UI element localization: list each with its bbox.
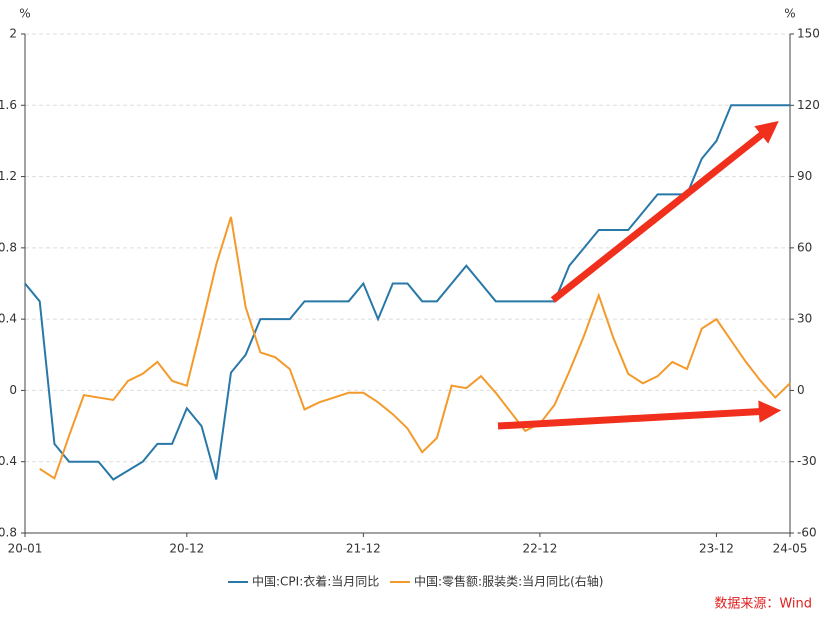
y2-tick-label: 120 xyxy=(797,98,820,112)
y2-tick-label: 0 xyxy=(797,383,805,397)
series-line xyxy=(24,104,790,481)
legend-label: 中国:CPI:衣着:当月同比 xyxy=(252,574,379,589)
y2-tick-label: 30 xyxy=(797,312,812,326)
y2-tick-label: -60 xyxy=(797,526,817,540)
y-tick-label: 1.2 xyxy=(0,169,17,183)
y2-tick-label: 150 xyxy=(797,27,820,41)
y-tick-label: 0.4 xyxy=(0,312,17,326)
x-tick-label: 24-05 xyxy=(773,542,808,556)
x-tick-label: 23-12 xyxy=(699,542,734,556)
y-tick-label: -0.4 xyxy=(0,454,17,468)
y-tick-label: 0.8 xyxy=(0,240,17,254)
y-tick-label: -0.8 xyxy=(0,526,17,540)
source: 数据来源：Wind xyxy=(714,597,812,612)
series-line xyxy=(39,216,791,480)
y-tick-label: 0 xyxy=(9,383,17,397)
x-tick-label: 20-12 xyxy=(169,542,204,556)
y-tick-label: 2 xyxy=(9,27,17,41)
y2-tick-label: -30 xyxy=(797,454,817,468)
x-tick-label: 21-12 xyxy=(346,542,381,556)
y-unit: % xyxy=(19,7,30,21)
y2-tick-label: 90 xyxy=(797,169,812,183)
x-tick-label: 20-01 xyxy=(8,542,43,556)
annotation-arrow xyxy=(497,400,782,430)
legend-label: 中国:零售额:服装类:当月同比(右轴) xyxy=(414,574,604,589)
y2-tick-label: 60 xyxy=(797,240,812,254)
plot: -0.8 -0.4 0 0.4 0.8 1.2 1.6 2 -60 -30 0 30 60 90 120 15… xyxy=(0,27,820,556)
x-tick-label: 22-12 xyxy=(522,542,557,556)
annotation-arrow xyxy=(550,121,779,303)
y-tick-label: 1.6 xyxy=(0,98,17,112)
y2-unit: % xyxy=(784,7,795,21)
